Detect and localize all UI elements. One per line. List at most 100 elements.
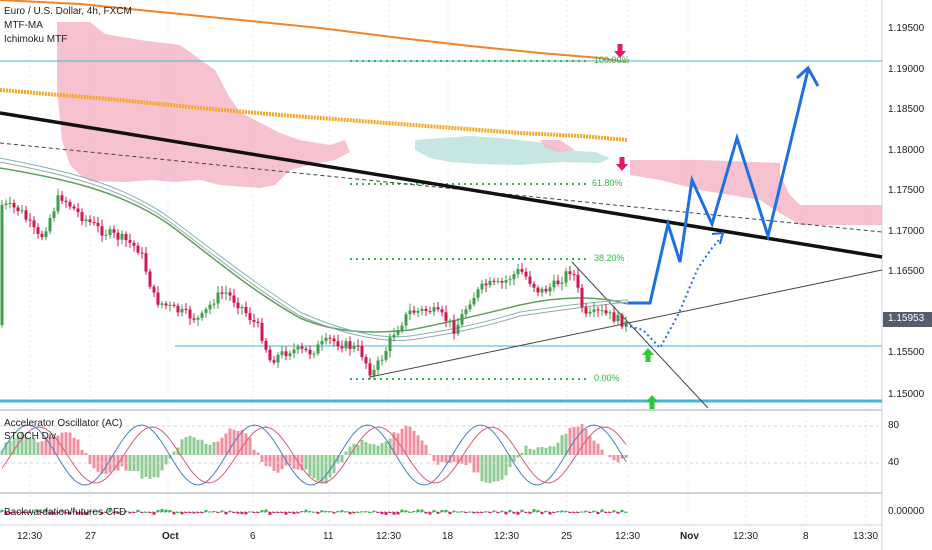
symbol-title[interactable]: Euro / U.S. Dollar, 4h, FXCM (4, 6, 132, 17)
oscillator-bar (168, 455, 172, 459)
futures-bar (172, 512, 176, 515)
oscillator-bar (336, 455, 340, 464)
futures-bar (200, 512, 204, 514)
accelerator-oscillator[interactable] (0, 423, 628, 484)
candle-body (48, 217, 52, 232)
futures-bar (488, 512, 492, 514)
oscillator-bar (384, 441, 388, 455)
futures-bar (360, 511, 364, 513)
futures-bar (164, 509, 168, 512)
projection-dotted[interactable] (624, 233, 725, 350)
futures-bars[interactable] (0, 509, 628, 515)
oscillator-bar (0, 450, 4, 455)
oscillator-bar (288, 455, 292, 466)
osc-label-stoch[interactable]: STOCH Div (4, 431, 57, 442)
fib-retracement[interactable] (350, 60, 590, 380)
futures-bar (500, 510, 504, 512)
oscillator-bar (376, 445, 380, 455)
futures-bar (512, 512, 516, 514)
indicator-mtf-ma[interactable]: MTF-MA (4, 20, 43, 31)
candle-body (196, 317, 200, 320)
oscillator-bar (48, 436, 52, 455)
candle-body (612, 312, 616, 322)
time-tick: 6 (250, 531, 256, 542)
candle-body (380, 359, 384, 361)
oscillator-bar (60, 432, 64, 455)
osc-label-ac[interactable]: Accelerator Oscillator (AC) (4, 418, 123, 429)
candle-body (16, 207, 20, 212)
oscillator-bar (584, 428, 588, 455)
candle-body (444, 312, 448, 321)
oscillator-bar (452, 455, 456, 463)
candlesticks[interactable] (0, 188, 628, 381)
arrow-up-mid-icon (642, 348, 654, 362)
oscillator-bar (468, 455, 472, 464)
futures-bar (152, 512, 156, 515)
futures-bar (168, 510, 172, 512)
futures-bar (212, 511, 216, 513)
price-tick: 1.18500 (888, 104, 925, 115)
futures-bar (340, 510, 344, 512)
candle-body (80, 212, 84, 222)
oscillator-bar (576, 426, 580, 455)
futures-bar (156, 510, 160, 512)
futures-bar (116, 512, 120, 515)
futures-bar (336, 510, 340, 512)
price-tick: 1.15500 (888, 347, 925, 358)
oscillator-bar (344, 451, 348, 455)
main-trendline[interactable] (0, 111, 883, 259)
time-tick: 12:30 (494, 531, 520, 542)
oscillator-bar (92, 455, 96, 469)
candle-body (600, 310, 604, 312)
oscillator-bar (568, 427, 572, 455)
futures-bar (104, 512, 108, 513)
futures-bar (464, 512, 468, 513)
candle-body (464, 309, 468, 315)
oscillator-bar (612, 455, 616, 461)
futures-bar (516, 512, 520, 515)
futures-bar (36, 509, 40, 512)
oscillator-bar (520, 452, 524, 455)
candle-body (556, 280, 560, 285)
candle-body (488, 280, 492, 286)
fib-label-100: 100.00% (594, 55, 630, 65)
futures-bar (24, 512, 28, 513)
futures-bar (68, 512, 72, 515)
oscillator-bar (488, 455, 492, 484)
arrow-down-mid-icon (616, 157, 628, 171)
futures-bar (428, 512, 432, 515)
futures-label[interactable]: Backwardation/futures CFD (4, 507, 127, 518)
oscillator-bar (180, 439, 184, 455)
oscillator-bar (304, 455, 308, 470)
oscillator-bar (84, 452, 88, 455)
resistance-line[interactable] (571, 261, 709, 409)
futures-bar (312, 511, 316, 513)
futures-bar (384, 512, 388, 515)
oscillator-bar (236, 430, 240, 455)
futures-bar (528, 512, 532, 514)
futures-bar (120, 511, 124, 513)
candle-body (276, 354, 280, 363)
oscillator-bar (560, 435, 564, 455)
candle-body (520, 269, 524, 272)
candle-body (596, 309, 600, 311)
oscillator-bar (396, 433, 400, 455)
candle-body (108, 229, 112, 235)
futures-bar (28, 512, 32, 514)
dashed-trendline[interactable] (0, 142, 883, 233)
oscillator-bar (28, 438, 32, 455)
futures-bar (316, 512, 320, 514)
oscillator-bar (328, 455, 332, 478)
futures-bar (292, 512, 296, 515)
oscillator-bar (460, 455, 464, 464)
oscillator-bar (20, 432, 24, 455)
oscillator-bar (208, 444, 212, 455)
price-tick: 1.19000 (888, 64, 925, 75)
futures-bar (148, 512, 152, 513)
futures-bar (580, 511, 584, 513)
projection-path[interactable] (628, 69, 810, 305)
candle-body (220, 292, 224, 294)
oscillator-bar (464, 455, 468, 466)
indicator-ichimoku[interactable]: Ichimoku MTF (4, 34, 68, 45)
